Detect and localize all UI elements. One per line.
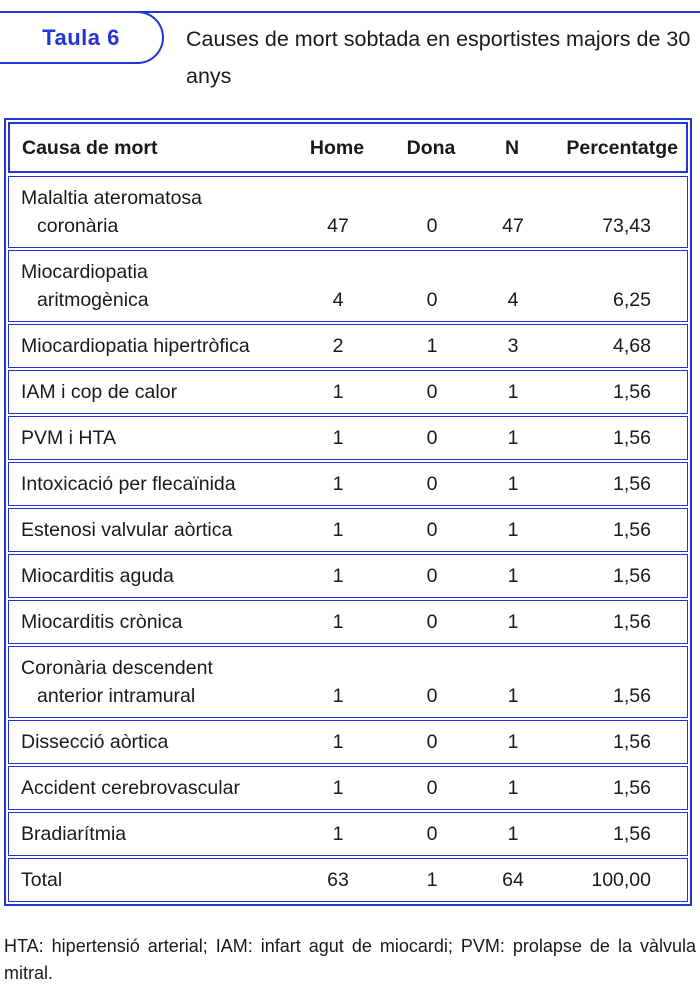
percentatge-cell: 1,56 (613, 427, 651, 449)
dona-cell: 0 (426, 823, 438, 845)
home-cell: 63 (327, 869, 349, 891)
dona-cell: 0 (426, 731, 438, 753)
home-cell: 1 (332, 777, 344, 799)
home-cell: 1 (332, 565, 344, 587)
cause-cell: Total (21, 869, 63, 891)
n-cell: 64 (502, 869, 524, 891)
cause-cell: Intoxicació per flecaïnida (21, 473, 236, 495)
n-cell: 1 (507, 777, 519, 799)
table-row: Total 63 1 64 100,00 (8, 858, 688, 902)
footnote: HTA: hipertensió arterial; IAM: infart a… (4, 936, 696, 983)
cause-cell: Miocarditis crònica (21, 611, 183, 633)
n-cell: 1 (507, 823, 519, 845)
table-row: PVM i HTA 1 0 1 1,56 (8, 416, 688, 460)
n-cell: 1 (507, 611, 519, 633)
percentatge-cell: 1,56 (613, 473, 651, 495)
n-cell: 1 (507, 473, 519, 495)
dona-cell: 1 (426, 869, 438, 891)
cause-cell: Dissecció aòrtica (21, 731, 169, 753)
dona-cell: 0 (426, 427, 438, 449)
dona-cell: 1 (426, 335, 438, 357)
home-cell: 1 (332, 427, 344, 449)
percentatge-cell: 73,43 (602, 215, 651, 237)
cause-cell: Bradiarítmia (21, 823, 127, 845)
dona-cell: 0 (426, 215, 438, 237)
column-header-causa-de-mort: Causa de mort (22, 137, 158, 159)
n-cell: 1 (507, 427, 519, 449)
table-row: Accident cerebrovascular 1 0 1 1,56 (8, 766, 688, 810)
home-cell: 1 (332, 685, 344, 707)
table-row: Miocarditis aguda 1 0 1 1,56 (8, 554, 688, 598)
column-header-home: Home (309, 137, 365, 159)
table-number-label: Taula 6 (42, 24, 120, 50)
table-number-tab: Taula 6 (0, 11, 164, 64)
percentatge-cell: 1,56 (613, 777, 651, 799)
table-row: Dissecció aòrtica 1 0 1 1,56 (8, 720, 688, 764)
data-table: Causa de mort Home Dona N Percentatge Ma… (4, 118, 692, 906)
percentatge-cell: 1,56 (613, 381, 651, 403)
table-header-row: Causa de mort Home Dona N Percentatge (8, 122, 688, 173)
table-row: IAM i cop de calor 1 0 1 1,56 (8, 370, 688, 414)
table-row: Estenosi valvular aòrtica 1 0 1 1,56 (8, 508, 688, 552)
percentatge-cell: 1,56 (613, 731, 651, 753)
table-title: Causes de mort sobtada en esportistes ma… (186, 27, 691, 88)
column-header-n: N (504, 137, 520, 159)
column-header-dona: Dona (406, 137, 456, 159)
table-row: Coronària descendent anterior intramural… (8, 646, 688, 718)
table-row: Intoxicació per flecaïnida 1 0 1 1,56 (8, 462, 688, 506)
cause-cell: Estenosi valvular aòrtica (21, 519, 233, 541)
dona-cell: 0 (426, 611, 438, 633)
percentatge-cell: 100,00 (591, 869, 651, 891)
home-cell: 1 (332, 823, 344, 845)
table-row: Malaltia ateromatosa coronària 47 0 47 73,43 (8, 176, 688, 248)
percentatge-cell: 1,56 (613, 519, 651, 541)
cause-cell: PVM i HTA (21, 427, 116, 449)
percentatge-cell: 1,56 (613, 565, 651, 587)
dona-cell: 0 (426, 685, 438, 707)
home-cell: 1 (332, 731, 344, 753)
n-cell: 47 (502, 215, 524, 237)
percentatge-cell: 1,56 (613, 611, 651, 633)
home-cell: 1 (332, 381, 344, 403)
table-row: Miocardiopatia aritmogènica 4 0 4 6,25 (8, 250, 688, 322)
table-row: Bradiarítmia 1 0 1 1,56 (8, 812, 688, 856)
n-cell: 1 (507, 381, 519, 403)
dona-cell: 0 (426, 289, 438, 311)
home-cell: 4 (332, 289, 344, 311)
n-cell: 1 (507, 519, 519, 541)
n-cell: 3 (507, 335, 519, 357)
dona-cell: 0 (426, 473, 438, 495)
home-cell: 1 (332, 611, 344, 633)
percentatge-cell: 4,68 (613, 335, 651, 357)
cause-cell: Miocarditis aguda (21, 565, 174, 587)
percentatge-cell: 1,56 (613, 823, 651, 845)
cause-cell: Malaltia ateromatosa coronària (21, 187, 203, 237)
column-header-percentatge: Percentatge (566, 137, 678, 159)
home-cell: 2 (332, 335, 344, 357)
dona-cell: 0 (426, 519, 438, 541)
percentatge-cell: 1,56 (613, 685, 651, 707)
table-body: Malaltia ateromatosa coronària 47 0 47 73,43… (8, 176, 688, 902)
dona-cell: 0 (426, 777, 438, 799)
cause-cell: Miocardiopatia aritmogènica (21, 261, 149, 311)
home-cell: 47 (327, 215, 349, 237)
n-cell: 1 (507, 731, 519, 753)
cause-cell: Miocardiopatia hipertròfica (21, 335, 250, 357)
cause-cell: IAM i cop de calor (21, 381, 178, 403)
n-cell: 1 (507, 565, 519, 587)
n-cell: 4 (507, 289, 519, 311)
cause-cell: Coronària descendent anterior intramural (21, 657, 213, 707)
home-cell: 1 (332, 519, 344, 541)
home-cell: 1 (332, 473, 344, 495)
table-row: Miocardiopatia hipertròfica 2 1 3 4,68 (8, 324, 688, 368)
n-cell: 1 (507, 685, 519, 707)
percentatge-cell: 6,25 (613, 289, 651, 311)
top-rule (0, 11, 700, 13)
table-row: Miocarditis crònica 1 0 1 1,56 (8, 600, 688, 644)
dona-cell: 0 (426, 381, 438, 403)
dona-cell: 0 (426, 565, 438, 587)
cause-cell: Accident cerebrovascular (21, 777, 240, 799)
